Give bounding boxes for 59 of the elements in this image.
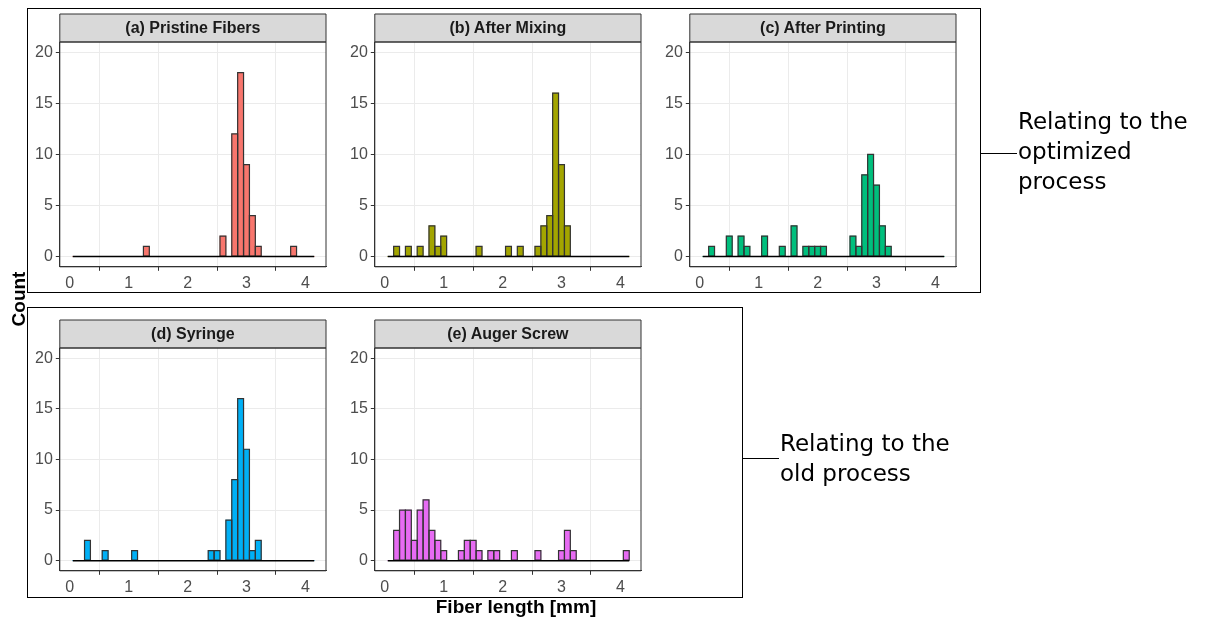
x-tick-label: 1 xyxy=(439,577,449,595)
y-tick-label: 15 xyxy=(350,399,368,417)
y-axis-title: Count xyxy=(8,271,31,327)
y-tick-label: 10 xyxy=(350,144,368,162)
y-tick-label: 0 xyxy=(358,551,368,569)
y-tick-label: 20 xyxy=(35,348,53,366)
x-tick-label: 1 xyxy=(124,273,134,291)
x-tick-label: 0 xyxy=(65,577,75,595)
x-tick-label: 4 xyxy=(300,273,310,291)
chart-title: (e) Auger Screw xyxy=(447,325,570,343)
x-tick-label: 0 xyxy=(695,273,705,291)
y-tick-label: 0 xyxy=(673,246,683,264)
y-tick-label: 0 xyxy=(43,246,53,264)
x-tick-label: 3 xyxy=(557,577,567,595)
x-tick-label: 4 xyxy=(930,273,940,291)
text: Relating to the optimized process xyxy=(1018,107,1189,196)
y-tick-label: 0 xyxy=(358,246,368,264)
x-tick-label: 2 xyxy=(813,273,823,291)
y-tick-label: 20 xyxy=(665,42,683,60)
chart-title: (a) Pristine Fibers xyxy=(125,19,261,37)
x-tick-label: 4 xyxy=(300,577,310,595)
chart-title: (b) After Mixing xyxy=(449,19,567,37)
x-tick-label: 0 xyxy=(380,273,390,291)
x-tick-label: 3 xyxy=(242,273,252,291)
y-tick-label: 10 xyxy=(350,449,368,467)
chart-title: (d) Syringe xyxy=(151,325,235,343)
x-tick-label: 3 xyxy=(557,273,567,291)
x-tick-label: 0 xyxy=(380,577,390,595)
x-tick-label: 4 xyxy=(615,273,625,291)
y-tick-label: 15 xyxy=(35,399,53,417)
y-tick-label: 15 xyxy=(350,93,368,111)
y-tick-label: 5 xyxy=(673,195,683,213)
x-tick-label: 4 xyxy=(615,577,625,595)
x-tick-label: 1 xyxy=(124,577,134,595)
x-tick-label: 3 xyxy=(872,273,882,291)
y-tick-label: 15 xyxy=(665,93,683,111)
chart-title: (c) After Printing xyxy=(760,19,886,37)
y-tick-label: 20 xyxy=(350,42,368,60)
y-tick-label: 20 xyxy=(350,348,368,366)
text: Relating to the old process xyxy=(780,429,951,488)
y-tick-label: 5 xyxy=(43,195,53,213)
x-tick-label: 0 xyxy=(65,273,75,291)
y-tick-label: 5 xyxy=(43,500,53,518)
y-tick-label: 0 xyxy=(43,551,53,569)
y-tick-label: 20 xyxy=(35,42,53,60)
x-tick-label: 3 xyxy=(242,577,252,595)
y-tick-label: 15 xyxy=(35,93,53,111)
x-tick-label: 1 xyxy=(439,273,449,291)
y-tick-label: 10 xyxy=(35,449,53,467)
y-tick-label: 5 xyxy=(358,500,368,518)
x-tick-label: 2 xyxy=(498,577,508,595)
x-axis-title: Fiber length [mm] xyxy=(434,596,598,618)
y-tick-label: 10 xyxy=(665,144,683,162)
x-tick-label: 1 xyxy=(754,273,764,291)
x-tick-label: 2 xyxy=(183,577,193,595)
y-tick-label: 10 xyxy=(35,144,53,162)
y-tick-label: 5 xyxy=(358,195,368,213)
x-tick-label: 2 xyxy=(183,273,193,291)
x-tick-label: 2 xyxy=(498,273,508,291)
